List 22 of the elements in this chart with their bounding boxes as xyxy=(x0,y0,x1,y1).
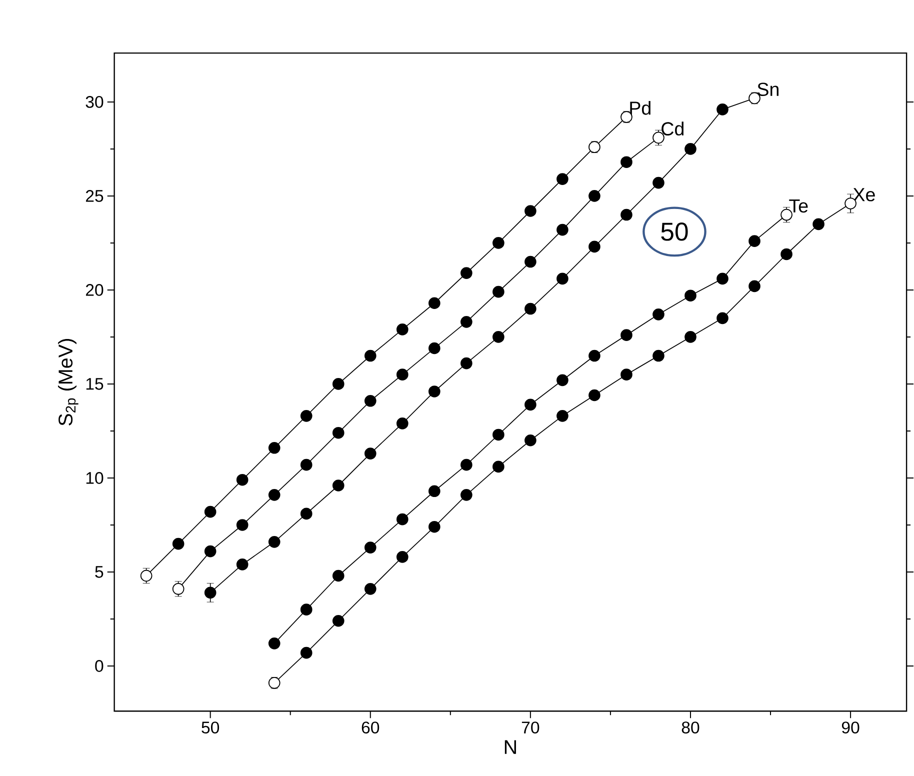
y-tick-label: 10 xyxy=(86,472,104,484)
y-tick-label: 20 xyxy=(86,284,104,296)
y-axis-title: S$_{2p}$ (MeV) xyxy=(58,338,78,426)
y-tick-label: 0 xyxy=(95,660,104,672)
x-tick-label: 70 xyxy=(522,721,540,734)
point xyxy=(204,586,216,598)
series-label: Pd xyxy=(630,100,650,115)
point xyxy=(268,676,280,689)
legend-label: Xe xyxy=(853,188,875,202)
y-tick-label: 5 xyxy=(95,566,104,578)
y-tick-label: 25 xyxy=(86,190,104,202)
x-axis-title: N xyxy=(504,740,516,754)
series-label: Te xyxy=(789,199,808,212)
series-label: Sn xyxy=(758,82,778,96)
annotation: 50 xyxy=(661,222,688,241)
x-tick-label: 90 xyxy=(842,721,860,734)
x-tick-label: 50 xyxy=(202,721,220,734)
x-tick-label: 80 xyxy=(682,721,700,734)
y-tick-label: 30 xyxy=(86,96,104,108)
series-label: Cd xyxy=(662,122,684,136)
y-tick-label: 15 xyxy=(86,378,104,390)
x-tick-label: 60 xyxy=(362,721,380,734)
